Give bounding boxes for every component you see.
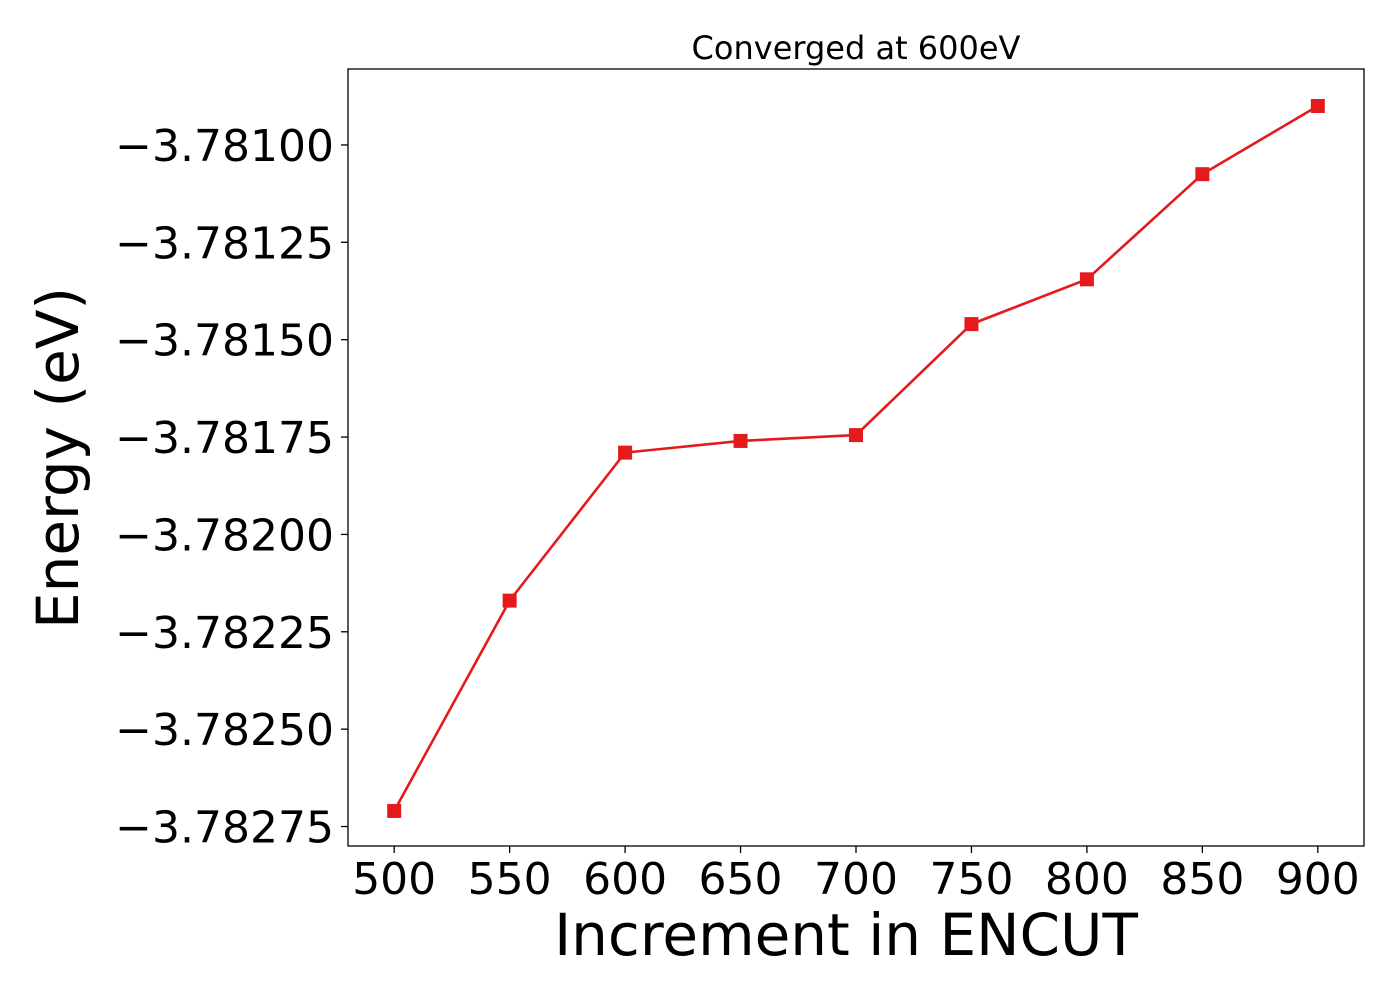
data-point-marker	[502, 593, 517, 608]
y-axis-label: Energy (eV)	[24, 287, 92, 629]
data-point-marker	[849, 428, 863, 443]
y-tick-label: −3.78225	[115, 608, 334, 659]
chart-title: Converged at 600eV	[692, 29, 1021, 67]
plot-area: 500 550 600 650 700 750 800 850 900 −3.78275 −3.78…	[115, 68, 1365, 905]
data-point-marker	[1195, 167, 1210, 182]
data-point-marker	[964, 317, 979, 332]
y-tick-label: −3.78200	[115, 510, 334, 561]
x-tick-label: 600	[583, 854, 667, 905]
x-tick-label: 550	[468, 854, 552, 905]
x-tick-label: 700	[814, 854, 898, 905]
y-tick-label: −3.78250	[115, 705, 334, 756]
x-tick-label: 800	[1045, 854, 1129, 905]
data-point-marker	[618, 445, 633, 460]
y-tick-label: −3.78175	[115, 413, 334, 464]
x-tick-label: 900	[1276, 854, 1360, 905]
data-point-marker	[387, 803, 402, 818]
y-tick-label: −3.78275	[115, 803, 334, 854]
x-tick-label: 850	[1160, 854, 1244, 905]
data-point-marker	[1310, 99, 1325, 113]
y-tick-label: −3.78100	[115, 121, 334, 172]
data-point-marker	[733, 433, 748, 448]
x-tick-label: 500	[352, 854, 436, 905]
y-tick-label: −3.78150	[115, 316, 334, 367]
x-tick-label: 650	[699, 854, 783, 905]
data-point-marker	[1079, 272, 1094, 287]
y-tick-label: −3.78125	[115, 218, 334, 269]
x-tick-label: 750	[929, 854, 1013, 905]
x-axis-label: Increment in ENCUT	[554, 901, 1138, 969]
